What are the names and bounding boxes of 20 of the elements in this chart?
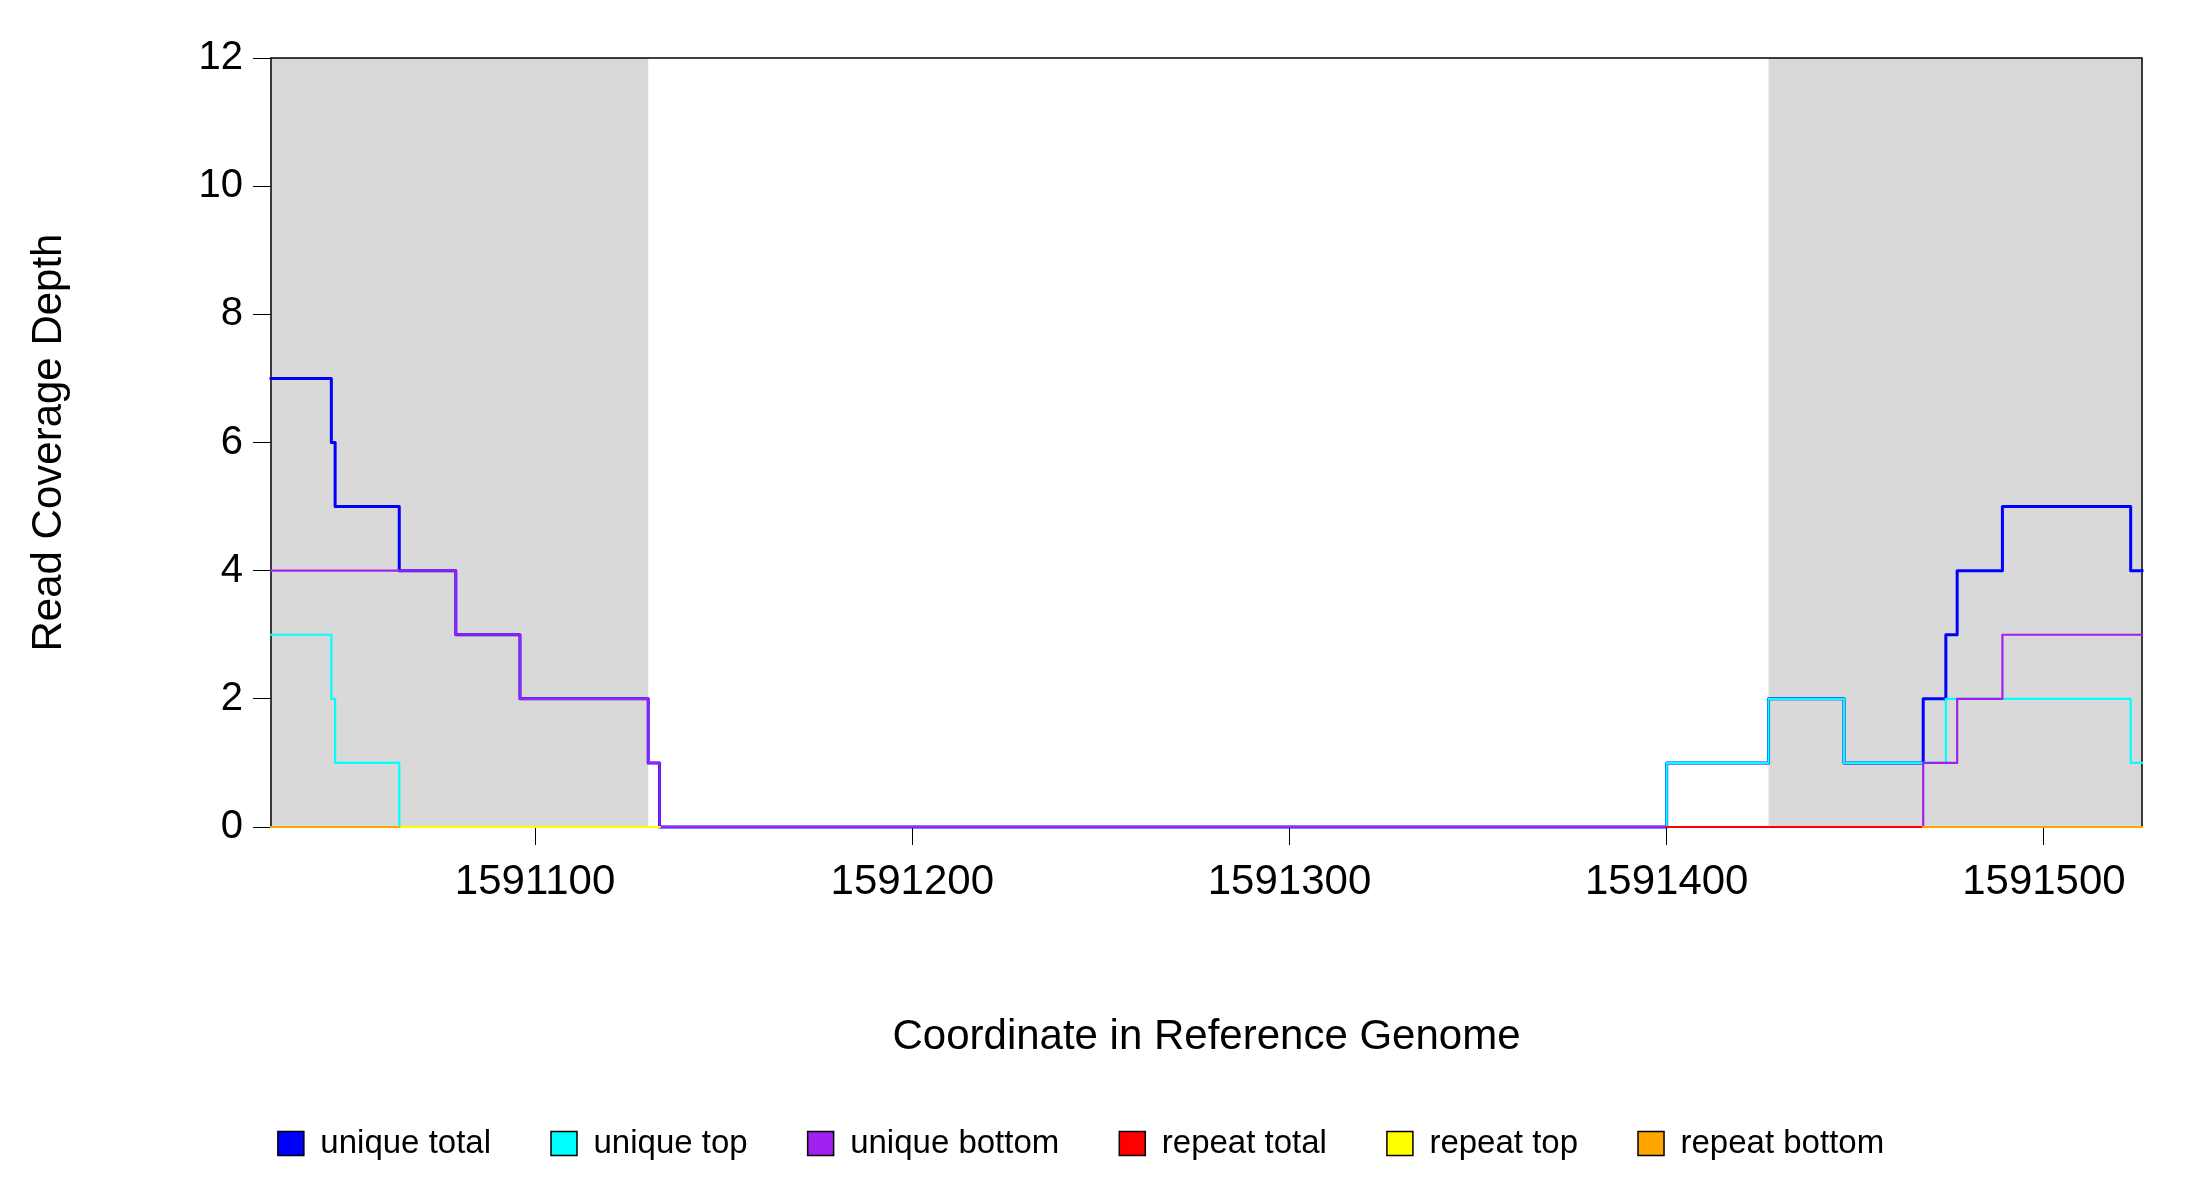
y-tick-label: 2 xyxy=(220,673,243,718)
legend-label: repeat total xyxy=(1161,1122,1327,1160)
legend-label: repeat top xyxy=(1429,1122,1579,1160)
legend-label: unique bottom xyxy=(850,1122,1060,1160)
y-tick-label: 4 xyxy=(220,545,243,590)
x-tick-label: 1591500 xyxy=(1962,855,2126,903)
x-tick-label: 1591300 xyxy=(1207,855,1372,903)
legend-label: unique total xyxy=(320,1122,491,1160)
x-tick-label: 1591100 xyxy=(454,855,616,903)
x-tick-label: 1591200 xyxy=(830,855,995,903)
y-tick-label: 10 xyxy=(198,161,243,206)
x-tick-label: 1591400 xyxy=(1584,855,1749,903)
x-axis-title: Coordinate in Reference Genome xyxy=(892,1011,1521,1059)
legend-label: repeat bottom xyxy=(1680,1122,1885,1160)
legend-label: unique top xyxy=(593,1122,748,1160)
y-tick-label: 12 xyxy=(198,33,243,78)
y-axis-title: Read Coverage Depth xyxy=(22,233,70,652)
y-tick-label: 6 xyxy=(220,417,243,462)
y-tick-label: 8 xyxy=(220,289,243,334)
y-tick-label: 0 xyxy=(220,802,243,847)
